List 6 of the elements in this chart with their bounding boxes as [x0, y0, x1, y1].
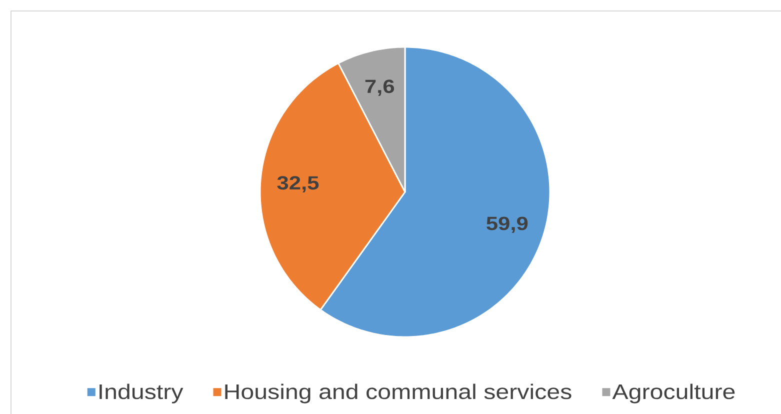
legend-label: Agroculture: [612, 384, 735, 404]
legend-label: Industry: [100, 384, 184, 404]
data-label: 32,5: [277, 176, 319, 192]
data-label: 59,9: [486, 216, 528, 233]
legend-label: Housing and communal services: [225, 384, 572, 404]
data-label: 7,6: [365, 80, 394, 96]
